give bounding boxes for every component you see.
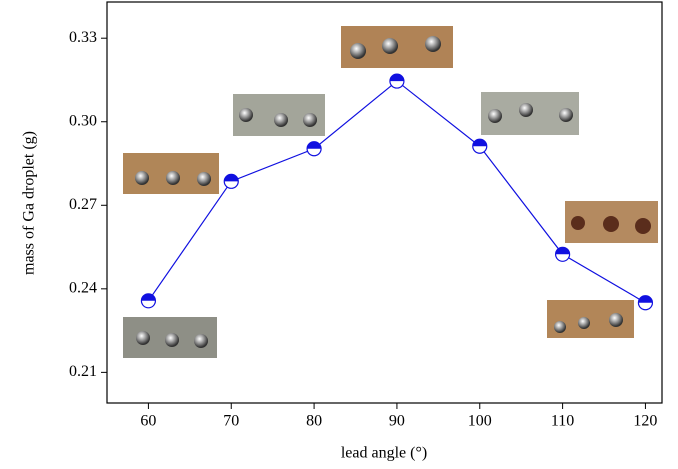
data-point — [473, 139, 487, 153]
data-point — [638, 296, 652, 310]
droplet — [519, 103, 533, 117]
droplet — [609, 313, 623, 327]
droplet — [239, 108, 253, 122]
y-tick-label: 0.30 — [69, 112, 97, 129]
y-tick-label: 0.33 — [69, 29, 97, 46]
droplet — [488, 109, 502, 123]
droplet — [165, 333, 179, 347]
data-point — [141, 294, 155, 308]
y-axis-title: mass of Ga droplet (g) — [21, 131, 38, 275]
droplet — [603, 216, 619, 232]
droplet — [635, 218, 651, 234]
y-tick-label: 0.24 — [69, 279, 97, 296]
data-point — [390, 74, 404, 88]
droplet — [425, 36, 441, 52]
droplet — [135, 171, 149, 185]
droplet — [197, 172, 211, 186]
droplet — [382, 38, 398, 54]
droplet — [350, 43, 366, 59]
droplet — [554, 321, 566, 333]
chart: lead angle (°) mass of Ga droplet (g) 60… — [0, 0, 678, 469]
droplet — [559, 108, 573, 122]
data-point — [224, 174, 238, 188]
droplet — [274, 113, 288, 127]
droplet — [578, 317, 590, 329]
x-tick-label: 100 — [468, 413, 492, 430]
page: lead angle (°) mass of Ga droplet (g) 60… — [0, 0, 678, 469]
x-tick-label: 60 — [140, 413, 156, 430]
x-tick-label: 120 — [633, 413, 657, 430]
y-tick-label: 0.21 — [69, 363, 97, 380]
data-point — [556, 247, 570, 261]
x-tick-label: 90 — [389, 413, 405, 430]
y-tick-label: 0.27 — [69, 196, 97, 213]
x-tick-label: 70 — [223, 413, 239, 430]
x-axis-title: lead angle (°) — [341, 445, 427, 462]
droplet — [194, 334, 208, 348]
photos — [123, 26, 658, 358]
x-tick-label: 110 — [551, 413, 574, 430]
data-point — [307, 142, 321, 156]
droplet — [571, 216, 585, 230]
droplet — [303, 113, 317, 127]
droplet — [136, 331, 150, 345]
x-tick-label: 80 — [306, 413, 322, 430]
droplet — [166, 171, 180, 185]
